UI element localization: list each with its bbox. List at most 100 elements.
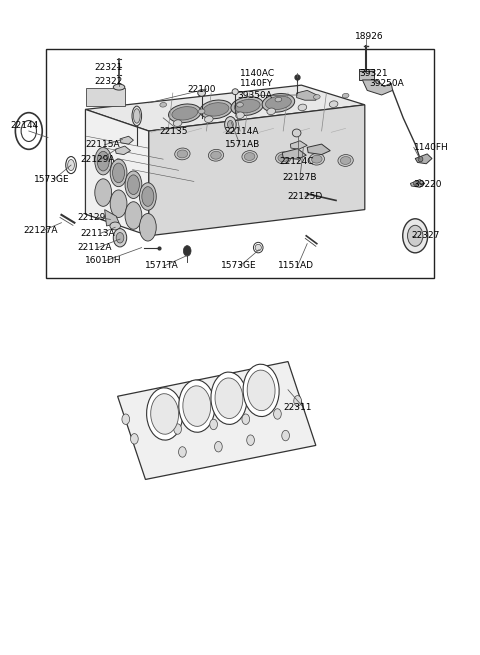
Bar bbox=[46, 49, 434, 278]
Ellipse shape bbox=[313, 94, 320, 100]
Ellipse shape bbox=[234, 100, 260, 113]
Text: 22113A: 22113A bbox=[81, 229, 115, 238]
Ellipse shape bbox=[183, 386, 211, 426]
Ellipse shape bbox=[262, 94, 295, 112]
Text: 22115A: 22115A bbox=[85, 140, 120, 149]
Text: 39350A: 39350A bbox=[238, 91, 273, 100]
Ellipse shape bbox=[265, 96, 291, 109]
Text: 1140FY: 1140FY bbox=[240, 79, 274, 88]
Ellipse shape bbox=[173, 120, 182, 126]
Polygon shape bbox=[290, 141, 307, 149]
Polygon shape bbox=[118, 362, 316, 479]
Ellipse shape bbox=[276, 152, 291, 164]
Text: 1573GE: 1573GE bbox=[34, 175, 69, 184]
Ellipse shape bbox=[128, 175, 139, 195]
Polygon shape bbox=[410, 179, 425, 187]
Ellipse shape bbox=[247, 370, 275, 411]
Ellipse shape bbox=[160, 102, 167, 107]
Text: 22144: 22144 bbox=[11, 121, 39, 130]
Text: 1571TA: 1571TA bbox=[145, 261, 179, 271]
Ellipse shape bbox=[253, 242, 263, 253]
Circle shape bbox=[15, 113, 42, 149]
Ellipse shape bbox=[125, 202, 142, 229]
Text: 22129: 22129 bbox=[78, 213, 106, 222]
Circle shape bbox=[116, 233, 124, 243]
Ellipse shape bbox=[68, 160, 74, 170]
Ellipse shape bbox=[139, 183, 156, 210]
Ellipse shape bbox=[204, 116, 213, 122]
Text: 1151AD: 1151AD bbox=[278, 261, 314, 271]
Ellipse shape bbox=[247, 435, 254, 445]
Ellipse shape bbox=[255, 244, 261, 251]
Ellipse shape bbox=[413, 181, 418, 186]
Ellipse shape bbox=[112, 163, 125, 183]
Text: 22135: 22135 bbox=[160, 126, 188, 136]
Ellipse shape bbox=[236, 112, 244, 119]
Ellipse shape bbox=[97, 151, 109, 171]
Ellipse shape bbox=[110, 190, 127, 217]
Text: 1573GE: 1573GE bbox=[221, 261, 256, 271]
Ellipse shape bbox=[211, 372, 247, 424]
Text: 22114A: 22114A bbox=[225, 126, 259, 136]
Text: 22327: 22327 bbox=[411, 231, 439, 240]
Ellipse shape bbox=[179, 380, 215, 432]
Text: 22127B: 22127B bbox=[282, 173, 317, 182]
Text: 39250A: 39250A bbox=[370, 79, 404, 88]
Ellipse shape bbox=[66, 157, 76, 174]
Ellipse shape bbox=[203, 103, 229, 116]
Ellipse shape bbox=[125, 171, 142, 198]
Circle shape bbox=[228, 121, 233, 128]
Polygon shape bbox=[105, 210, 119, 226]
Ellipse shape bbox=[110, 159, 127, 187]
Ellipse shape bbox=[113, 84, 125, 90]
Circle shape bbox=[225, 117, 236, 132]
Ellipse shape bbox=[151, 394, 179, 434]
Ellipse shape bbox=[175, 148, 190, 160]
Polygon shape bbox=[297, 90, 317, 100]
Text: 18926: 18926 bbox=[355, 32, 384, 41]
Ellipse shape bbox=[282, 430, 289, 441]
Ellipse shape bbox=[132, 106, 142, 126]
Circle shape bbox=[183, 246, 191, 256]
Bar bbox=[359, 69, 374, 80]
Ellipse shape bbox=[232, 89, 238, 95]
Ellipse shape bbox=[131, 434, 138, 444]
Polygon shape bbox=[85, 109, 149, 236]
Polygon shape bbox=[149, 105, 365, 236]
Polygon shape bbox=[120, 136, 133, 144]
Ellipse shape bbox=[274, 409, 281, 419]
Text: 22100: 22100 bbox=[187, 84, 216, 94]
Polygon shape bbox=[362, 80, 393, 95]
Ellipse shape bbox=[198, 109, 205, 114]
Ellipse shape bbox=[215, 378, 243, 419]
Ellipse shape bbox=[198, 90, 205, 96]
Ellipse shape bbox=[244, 153, 255, 160]
Ellipse shape bbox=[177, 150, 188, 158]
Text: 22129A: 22129A bbox=[81, 155, 115, 164]
Ellipse shape bbox=[237, 102, 243, 107]
Text: 22127A: 22127A bbox=[23, 226, 58, 235]
Ellipse shape bbox=[342, 93, 349, 98]
Ellipse shape bbox=[278, 154, 288, 162]
Circle shape bbox=[403, 219, 428, 253]
Ellipse shape bbox=[243, 364, 279, 417]
Text: 1140AC: 1140AC bbox=[240, 69, 275, 78]
Ellipse shape bbox=[179, 447, 186, 457]
Circle shape bbox=[113, 229, 127, 247]
Ellipse shape bbox=[267, 108, 276, 115]
Ellipse shape bbox=[418, 157, 423, 162]
Polygon shape bbox=[85, 85, 365, 131]
Bar bbox=[86, 88, 125, 106]
Ellipse shape bbox=[133, 109, 140, 123]
Text: 39321: 39321 bbox=[359, 69, 388, 78]
Ellipse shape bbox=[174, 424, 181, 434]
Ellipse shape bbox=[110, 222, 120, 230]
Ellipse shape bbox=[298, 104, 307, 111]
Ellipse shape bbox=[294, 396, 301, 406]
Circle shape bbox=[21, 121, 36, 141]
Ellipse shape bbox=[338, 155, 353, 166]
Ellipse shape bbox=[242, 414, 250, 424]
Ellipse shape bbox=[275, 97, 282, 102]
Ellipse shape bbox=[309, 153, 324, 165]
Circle shape bbox=[408, 225, 423, 246]
